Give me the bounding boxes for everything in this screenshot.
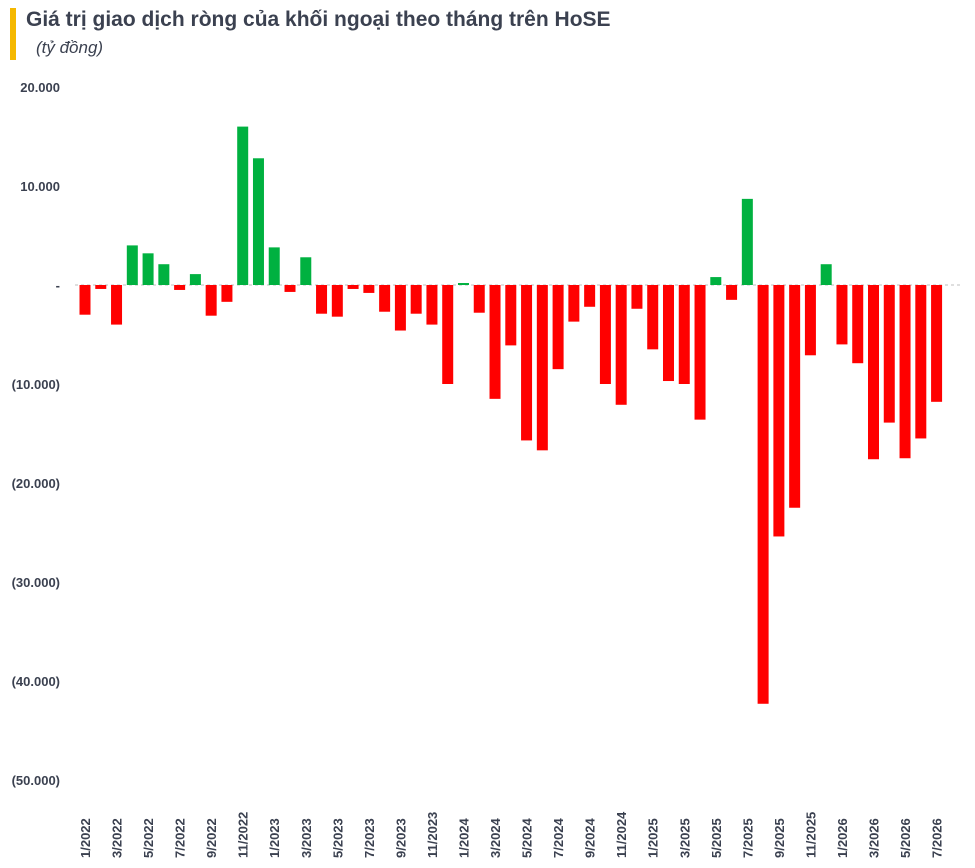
bar-12-2025 <box>820 264 832 285</box>
x-tick-label: 7/2024 <box>551 817 566 858</box>
bar-6-2023 <box>347 285 359 289</box>
bar-7-2023 <box>363 285 375 293</box>
bar-10-2024 <box>599 285 611 384</box>
x-tick-label: 7/2022 <box>173 818 188 858</box>
bar-9-2023 <box>394 285 406 331</box>
title-accent-bar <box>10 8 16 60</box>
bar-8-2023 <box>379 285 391 312</box>
x-tick-label: 1/2026 <box>835 818 850 858</box>
x-tick-label: 3/2022 <box>110 818 125 858</box>
bar-6-2022 <box>158 264 170 285</box>
bar-10-2023 <box>410 285 422 314</box>
bar-1-2023 <box>268 247 280 285</box>
bar-4-2025 <box>694 285 706 420</box>
bar-7-2025 <box>741 198 753 285</box>
y-tick-label: (20.000) <box>12 476 60 491</box>
bar-3-2026 <box>868 285 879 460</box>
x-axis: 1/2022 3/2022 5/2022 7/2022 9/2022 11/2022 1/2… <box>78 811 945 858</box>
chart-title: Giá trị giao dịch ròng của khối ngoại th… <box>26 8 611 31</box>
x-tick-label: 5/2023 <box>330 818 345 858</box>
x-tick-label: 9/2022 <box>204 818 219 858</box>
bar-9-2024 <box>584 285 596 307</box>
bar-11-2023 <box>426 285 438 325</box>
bar-2-2023 <box>284 285 296 292</box>
bar-6-2024 <box>536 285 548 451</box>
bar-7-2024 <box>552 285 564 370</box>
bar-1-2026 <box>836 285 848 345</box>
x-tick-label: 9/2023 <box>393 818 408 858</box>
x-tick-label: 11/2024 <box>614 811 629 858</box>
y-axis: 20.000 10.000 - (10.000) (20.000) (30.000) (40… <box>12 80 960 788</box>
bar-12-2024 <box>631 285 643 309</box>
bar-9-2022 <box>205 285 217 316</box>
bar-1-2024 <box>457 283 469 285</box>
x-tick-label: 11/2025 <box>803 812 818 858</box>
x-tick-label: 1/2023 <box>267 818 282 858</box>
y-tick-label: 10.000 <box>20 179 60 194</box>
y-tick-label: (50.000) <box>12 773 60 788</box>
bar-5-2023 <box>331 285 343 317</box>
bar-8-2024 <box>568 285 580 322</box>
chart-subtitle: (tỷ đồng) <box>36 38 104 57</box>
bar-3-2024 <box>489 285 501 399</box>
x-tick-label: 9/2025 <box>772 818 787 858</box>
bar-4-2022 <box>126 245 138 285</box>
x-tick-label: 5/2024 <box>520 817 535 858</box>
bar-4-2023 <box>316 285 328 314</box>
x-tick-label: 5/2025 <box>709 818 724 858</box>
bar-11-2025 <box>804 285 816 356</box>
bar-2-2026 <box>852 285 864 364</box>
y-tick-label: - <box>56 278 60 293</box>
bar-9-2025 <box>773 285 785 537</box>
bar-11-2022 <box>237 126 249 285</box>
bar-3-2023 <box>300 257 312 285</box>
bar-6-2026 <box>915 285 927 439</box>
x-tick-label: 7/2025 <box>740 818 755 858</box>
bar-12-2023 <box>442 285 454 384</box>
bar-11-2024 <box>615 285 627 405</box>
bar-10-2025 <box>789 285 801 508</box>
x-tick-label: 1/2025 <box>646 818 661 858</box>
bar-7-2026 <box>931 285 943 402</box>
bar-7-2022 <box>174 285 186 290</box>
bar-5-2025 <box>710 277 722 285</box>
x-tick-label: 5/2022 <box>141 818 156 858</box>
x-tick-label: 1/2022 <box>78 818 93 858</box>
x-tick-label: 1/2024 <box>456 817 471 858</box>
x-tick-label: 7/2023 <box>362 818 377 858</box>
x-tick-label: 3/2024 <box>488 817 503 858</box>
bar-5-2026 <box>899 285 911 459</box>
y-tick-label: (40.000) <box>12 674 60 689</box>
x-tick-label: 3/2026 <box>867 818 882 858</box>
x-tick-label: 3/2025 <box>677 818 692 858</box>
x-tick-label: 7/2026 <box>930 818 945 858</box>
bar-4-2024 <box>505 285 517 346</box>
bar-2-2022 <box>95 285 107 289</box>
bar-4-2026 <box>883 285 895 423</box>
bar-1-2022 <box>79 285 91 315</box>
bar-8-2022 <box>189 274 201 285</box>
y-tick-label: (10.000) <box>12 377 60 392</box>
bar-3-2022 <box>111 285 123 325</box>
y-tick-label: (30.000) <box>12 575 60 590</box>
y-tick-label: 20.000 <box>20 80 60 95</box>
x-tick-label: 11/2022 <box>236 812 251 858</box>
bar-5-2024 <box>521 285 533 441</box>
x-tick-label: 3/2023 <box>299 818 314 858</box>
x-tick-label: 11/2023 <box>425 812 440 858</box>
bar-5-2022 <box>142 253 154 285</box>
x-tick-label: 5/2026 <box>898 818 913 858</box>
bar-10-2022 <box>221 285 233 302</box>
bar-12-2022 <box>252 158 264 285</box>
bar-2-2024 <box>473 285 485 313</box>
x-tick-label: 9/2024 <box>583 817 598 858</box>
bar-8-2025 <box>757 285 769 704</box>
bar-6-2025 <box>726 285 738 300</box>
bar-3-2025 <box>678 285 690 384</box>
bar-1-2025 <box>647 285 659 350</box>
bar-2-2025 <box>662 285 674 382</box>
bars <box>79 126 943 704</box>
